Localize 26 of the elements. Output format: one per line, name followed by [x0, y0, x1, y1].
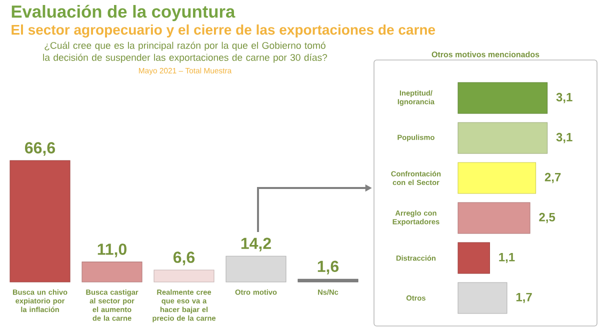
bar — [226, 256, 286, 282]
data-label: 14,2 — [241, 238, 271, 252]
data-label: 1,6 — [318, 260, 339, 274]
bar — [458, 282, 508, 314]
data-label: 1,1 — [499, 252, 515, 264]
data-label: 2,7 — [544, 172, 561, 184]
bar — [458, 242, 490, 274]
data-label: 6,6 — [173, 252, 195, 266]
chart-title: Evaluación de la coyuntura — [12, 4, 236, 22]
data-label: 3,1 — [556, 132, 572, 144]
data-label: 66,6 — [25, 142, 55, 156]
bar — [458, 122, 548, 154]
bar — [458, 82, 548, 114]
bar — [458, 202, 530, 234]
data-label: 2,5 — [539, 212, 556, 224]
bar — [10, 160, 70, 282]
data-label: 1,7 — [516, 292, 532, 304]
data-label: 3,1 — [556, 92, 572, 104]
bar — [154, 270, 214, 282]
data-label: 11,0 — [98, 244, 126, 258]
text: ¿Cuál cree que es la principal razón por la que el Gobierno tomó la decisión de suspender las exportaciones de carne por 30 días? — [43, 42, 328, 63]
chart-title: Otros motivos mencionados — [432, 51, 540, 58]
chart-subtitle: El sector agropecuario y el cierre de las exportaciones de carne — [12, 24, 436, 38]
bar — [298, 278, 358, 282]
bar — [82, 262, 142, 282]
bar — [458, 162, 536, 194]
